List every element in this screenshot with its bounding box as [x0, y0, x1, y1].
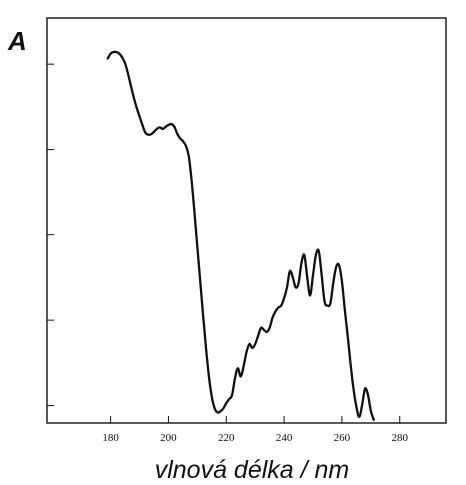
x-axis-ticks	[110, 416, 401, 423]
x-tick-label-260: 260	[334, 432, 351, 444]
x-tick-label-240: 240	[276, 432, 293, 444]
panel-label: A	[7, 26, 27, 56]
x-tick-label-280: 280	[391, 432, 408, 444]
plot-frame	[46, 17, 447, 424]
spectrum-line	[106, 50, 375, 421]
x-axis-title: vlnová délka / nm	[155, 456, 350, 484]
x-tick-label-200: 200	[160, 432, 177, 444]
y-axis-ticks	[47, 63, 54, 407]
x-tick-label-220: 220	[218, 432, 235, 444]
x-tick-label-180: 180	[102, 432, 119, 444]
x-axis-tick-labels: 180 200 220 240 260 280	[102, 432, 408, 444]
